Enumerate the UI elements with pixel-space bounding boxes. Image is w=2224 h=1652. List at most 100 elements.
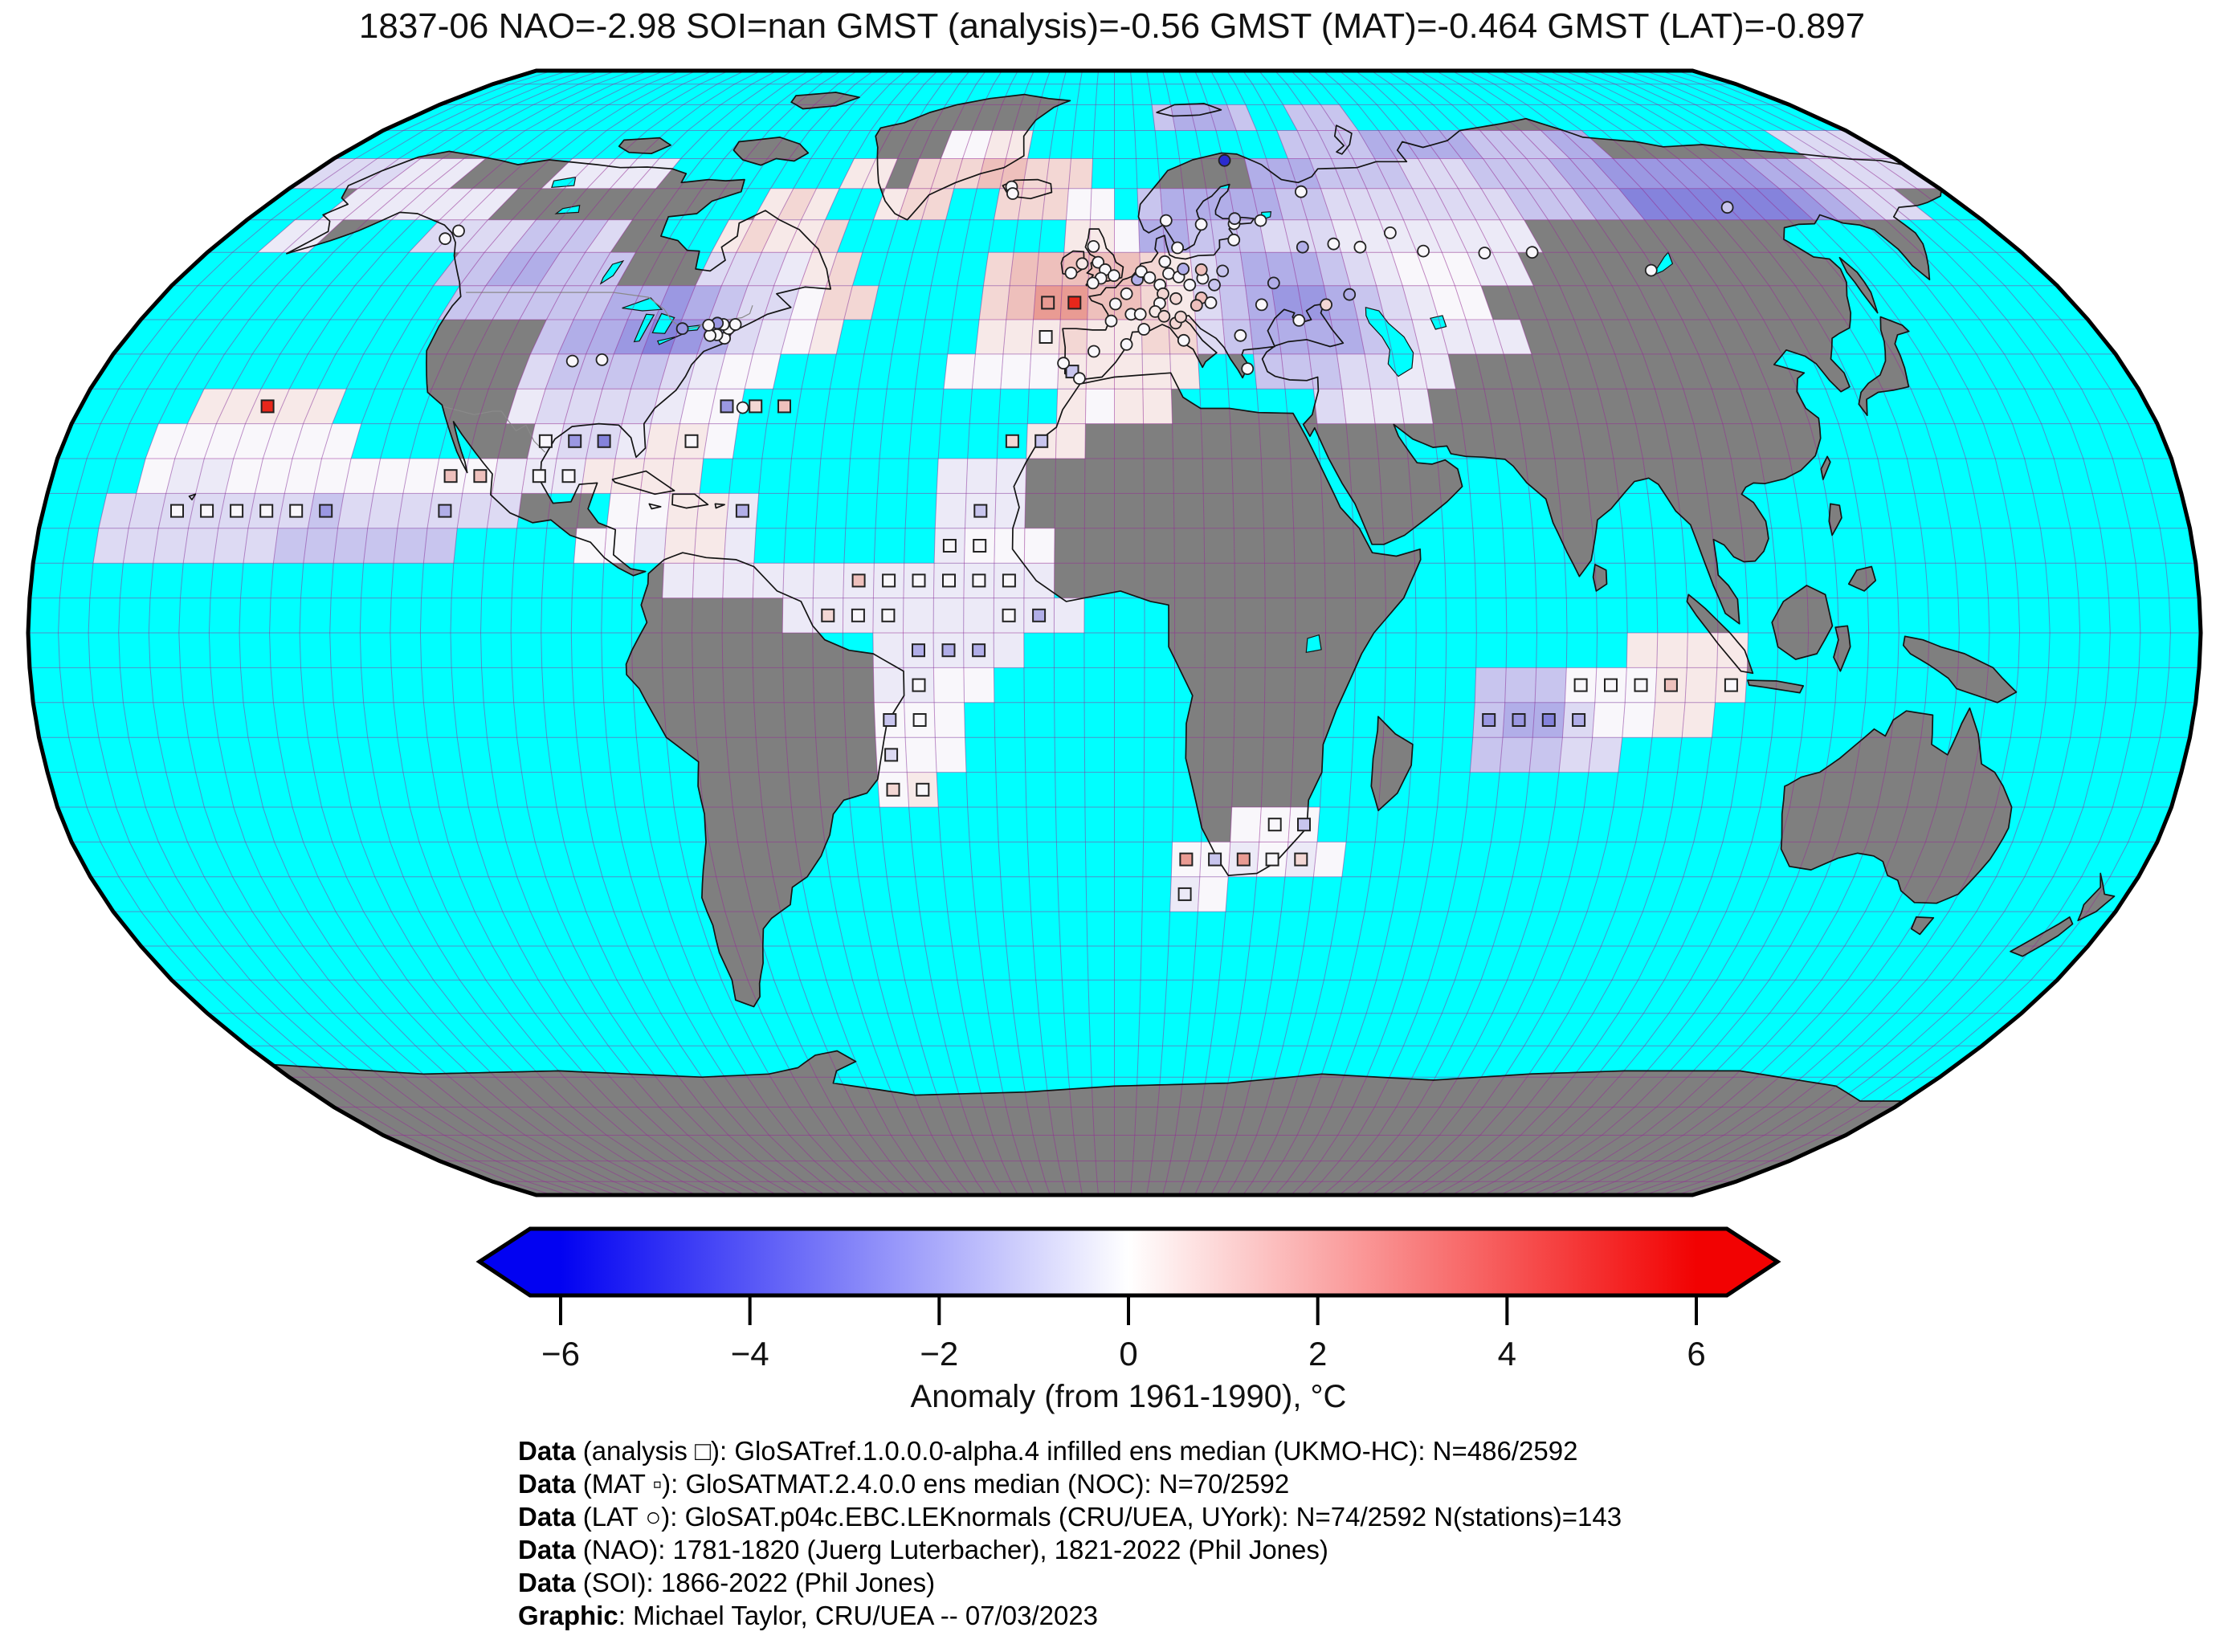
- anomaly-grid-cells: [93, 104, 1940, 912]
- lat-circle-marker: [1143, 271, 1157, 284]
- land-luzon: [1829, 504, 1842, 536]
- mat-square-marker: [289, 504, 304, 518]
- lat-circle-marker: [1296, 240, 1309, 254]
- mat-square-marker: [259, 504, 274, 518]
- coast-borneo: [1771, 585, 1834, 660]
- anomaly-cell: [773, 252, 813, 286]
- anomaly-cell: [761, 219, 802, 253]
- meridian-line: [1451, 70, 1749, 1196]
- coast-cuba: [611, 470, 675, 496]
- anomaly-cell: [753, 563, 785, 598]
- anomaly-cell: [1259, 219, 1292, 253]
- anomaly-cell: [1054, 598, 1084, 633]
- lat-circle-marker: [1159, 214, 1173, 227]
- coast-java: [1747, 679, 1805, 694]
- land-madagascar: [1371, 716, 1413, 811]
- lat-circle-marker: [704, 328, 716, 342]
- anomaly-cell: [1330, 320, 1365, 354]
- lat-circle-marker: [1327, 237, 1341, 251]
- meridian-line: [1307, 70, 1477, 1196]
- mat-square-marker: [1002, 573, 1016, 588]
- anomaly-cell: [1336, 353, 1371, 390]
- anomaly-cell: [1281, 353, 1314, 390]
- anomaly-cell: [564, 158, 616, 189]
- lat-circle-marker: [1073, 372, 1086, 385]
- meridian-line: [1291, 70, 1447, 1196]
- anomaly-cell: [587, 158, 638, 189]
- anomaly-cell: [1374, 158, 1413, 189]
- anomaly-cell: [1592, 702, 1626, 738]
- anomaly-cell: [1595, 188, 1645, 220]
- mat-square-marker: [821, 608, 835, 622]
- lat-circle-marker: [1157, 309, 1171, 323]
- anomaly-cell: [1825, 130, 1896, 159]
- lat-circle-marker: [1057, 357, 1070, 370]
- anomaly-cell: [1229, 188, 1259, 220]
- anomaly-cell: [1396, 158, 1436, 189]
- meridian-line: [661, 70, 874, 1196]
- anomaly-cell: [1297, 188, 1332, 220]
- coast-taiwan: [1820, 455, 1831, 480]
- colorbar-tick-label: 6: [1687, 1335, 1705, 1373]
- anomaly-cell: [257, 219, 320, 253]
- meridian-line: [993, 70, 1051, 1196]
- anomaly-cell: [695, 252, 737, 286]
- anomaly-cell: [872, 633, 904, 668]
- mat-square-marker: [1041, 296, 1055, 310]
- anomaly-cell: [1215, 252, 1246, 286]
- country-border-line: [442, 406, 546, 453]
- anomaly-cell: [659, 353, 698, 390]
- anomaly-cell: [736, 285, 774, 320]
- anomaly-cell: [560, 219, 609, 253]
- anomaly-cell: [519, 285, 565, 320]
- mat-square-marker: [1541, 713, 1556, 727]
- anomaly-cell: [790, 285, 826, 320]
- annotation-prefix: Graphic: [518, 1601, 618, 1630]
- anomaly-cell: [1029, 353, 1059, 390]
- anomaly-cell: [615, 423, 651, 459]
- anomaly-cell: [1467, 252, 1508, 286]
- anomaly-cell: [1169, 353, 1200, 390]
- meridian-line: [691, 70, 890, 1196]
- anomaly-cell: [1500, 737, 1533, 773]
- annotation-line: Data (LAT ○): GloSAT.p04c.EBC.LEKnormals…: [518, 1500, 1622, 1533]
- meridian-line: [1596, 70, 2021, 1196]
- meridian-line: [1548, 70, 1930, 1196]
- anomaly-cell: [813, 563, 844, 598]
- mat-square-marker: [973, 504, 988, 518]
- mat-square-marker: [170, 504, 184, 518]
- meridian-line: [148, 70, 601, 1196]
- anomaly-cell: [963, 598, 994, 633]
- station-markers: [170, 153, 1738, 901]
- anomaly-cell: [233, 423, 275, 459]
- coast-hawaii: [188, 493, 197, 501]
- meridian-line: [1516, 70, 1870, 1196]
- anomaly-cell: [1847, 188, 1910, 220]
- lat-circle-marker: [595, 353, 609, 366]
- mat-square-marker: [1724, 678, 1738, 692]
- lat-circle-marker: [1320, 298, 1332, 312]
- lat-circle-marker: [1227, 233, 1241, 247]
- anomaly-cell: [1366, 252, 1403, 286]
- anomaly-cell: [463, 188, 519, 220]
- anomaly-cell: [1458, 188, 1500, 220]
- mat-square-marker: [532, 469, 546, 483]
- lat-circle-marker: [702, 318, 716, 332]
- meridian-line: [1226, 70, 1327, 1196]
- anomaly-cell: [403, 158, 464, 189]
- anomaly-cell: [839, 158, 876, 189]
- anomaly-cell: [651, 389, 688, 424]
- anomaly-cell: [457, 493, 492, 528]
- lat-circle-marker: [728, 318, 742, 331]
- lat-circle-marker: [1234, 328, 1247, 342]
- anomaly-cell: [1526, 158, 1573, 189]
- anomaly-cell: [1569, 158, 1619, 189]
- anomaly-cell: [1483, 158, 1528, 189]
- anomaly-cell: [921, 188, 954, 220]
- mat-square-marker: [1265, 852, 1279, 867]
- mat-square-marker: [319, 504, 333, 518]
- anomaly-cell: [644, 423, 680, 459]
- anomaly-cell: [397, 493, 433, 528]
- anomaly-cell: [1682, 702, 1716, 738]
- anomaly-cell: [1341, 389, 1376, 424]
